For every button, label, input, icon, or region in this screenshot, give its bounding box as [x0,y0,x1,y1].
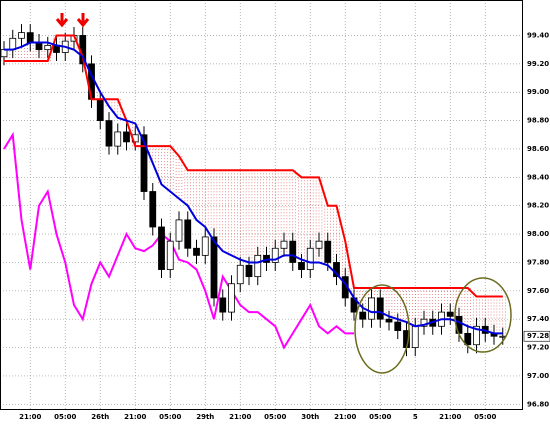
candle-body [123,131,130,143]
candle-body [210,236,218,299]
y-tick-label: 99.20 [527,60,549,68]
candle-body [228,283,235,313]
candle-body [254,254,262,278]
x-tick-label: 05:00 [264,413,286,421]
candle-body [219,297,227,313]
y-tick-label: 98.00 [527,230,549,238]
x-tick-label: 05:00 [159,413,181,421]
candle-body [324,240,332,263]
x-tick-label: 5 [413,413,418,421]
candle-body [359,311,367,320]
candle-body [464,332,472,346]
x-tick-label: 29th [196,413,214,421]
highlight-ellipse [454,277,512,353]
candle-body [158,226,165,270]
candle-body [473,325,480,346]
y-tick-label: 96.80 [527,400,549,408]
candle-body [280,240,288,249]
arrow [76,13,90,28]
candle-body [306,247,314,270]
indicator-line [4,41,503,335]
y-tick-label: 98.80 [527,117,549,125]
x-tick-label: 05:00 [474,413,496,421]
y-tick-label: 97.00 [527,372,549,380]
x-tick-label: 21:00 [124,413,146,421]
y-tick-label: 98.40 [527,173,549,181]
candle-body [289,240,297,263]
candle-body [184,219,192,249]
candle-body [114,131,122,147]
candle-body [18,32,25,39]
candle-body [35,42,43,51]
candle-body [149,191,157,228]
x-tick-label: 30th [301,413,319,421]
candle-body [411,325,419,348]
candle-body [315,240,323,249]
annotations [55,13,512,374]
candle-body [44,44,52,51]
candle-body [175,219,183,242]
x-tick-label: 21:00 [439,413,461,421]
candle-body [96,98,104,121]
x-tick-label: 05:00 [54,413,76,421]
y-tick-label: 97.60 [527,287,549,295]
indicator-line [3,131,354,350]
indicator-line [4,34,503,298]
x-tick-label: 21:00 [19,413,41,421]
candle-body [26,32,34,43]
candle-body [0,49,8,58]
x-tick-label: 21:00 [229,413,251,421]
x-tick-label: 05:00 [369,413,391,421]
x-tick-label: 26th [91,413,109,421]
candle-body [201,236,209,256]
y-tick-label: 98.60 [527,145,549,153]
candle-body [376,297,384,320]
y-tick-label: 97.40 [527,315,549,323]
y-tick-label: 97.80 [527,258,549,266]
candle-body [446,311,454,317]
y-tick-label: 98.20 [527,202,549,210]
y-tick-label: 99.00 [527,88,549,96]
y-tick-label: 97.20 [527,344,549,352]
y-tick-label: 99.40 [527,31,549,39]
last-price-label: 97.28 [527,332,549,340]
candle-body [166,240,174,270]
last-price-box [523,330,550,342]
candle-body [193,247,200,256]
candle-body [298,262,305,270]
candle-body [420,318,428,327]
candle-body [385,318,393,323]
x-tick-label: 21:00 [334,413,356,421]
arrow [55,13,69,28]
candle-body [245,264,253,278]
highlight-ellipse [354,284,410,374]
candle-body [394,321,402,331]
plot-area [0,0,523,410]
plot-border [0,0,523,410]
candle-body [236,264,244,285]
candle-body [271,247,279,263]
candle-body [368,297,375,320]
candle-body [140,134,148,192]
candle-body [105,120,113,147]
